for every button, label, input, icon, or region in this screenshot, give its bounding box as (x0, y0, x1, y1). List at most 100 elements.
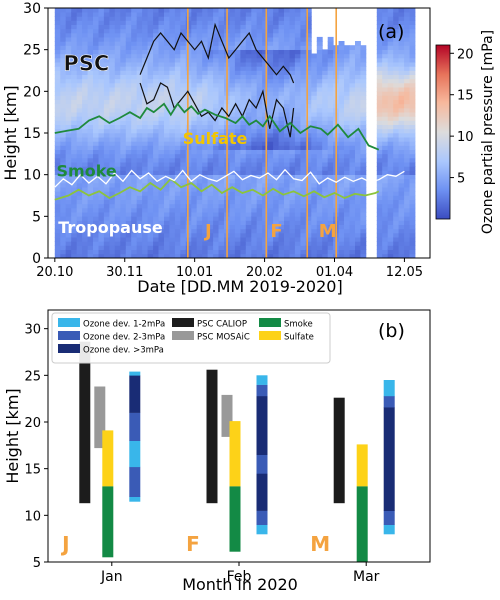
heatmap-cell (289, 124, 296, 130)
heatmap-cell (153, 78, 159, 84)
heatmap-cell (202, 78, 209, 84)
heatmap-cell (273, 195, 279, 200)
heatmap-cell (180, 182, 187, 188)
heatmap-cell (404, 207, 410, 213)
heatmap-cell (294, 136, 301, 142)
heatmap-cell (218, 245, 225, 250)
heatmap-cell (278, 149, 285, 155)
heatmap-cell (289, 36, 296, 42)
heatmap-cell (109, 216, 116, 221)
heatmap-cell (284, 249, 290, 255)
heatmap-cell (273, 36, 279, 42)
heatmap-cell (136, 245, 143, 250)
heatmap-cell (229, 232, 236, 238)
heatmap-cell (398, 249, 405, 255)
heatmap-cell (191, 232, 198, 238)
x-tick-label: 20.10 (36, 265, 73, 280)
heatmap-cell (344, 53, 350, 59)
heatmap-cell (76, 116, 83, 121)
heatmap-cell (387, 111, 394, 117)
heatmap-cell (54, 86, 61, 92)
heatmap-cell (305, 149, 312, 155)
heatmap-cell (355, 61, 361, 67)
heatmap-cell (382, 49, 389, 55)
heatmap-cell (240, 16, 247, 21)
heatmap-cell (267, 161, 274, 167)
heatmap-cell (278, 116, 285, 121)
heatmap-cell (191, 145, 198, 150)
heatmap-cell (305, 45, 312, 50)
heatmap-cell (82, 232, 88, 238)
heatmap-cell (294, 241, 301, 246)
heatmap-cell (109, 86, 116, 92)
heatmap-cell (218, 157, 225, 163)
heatmap-cell (316, 107, 323, 113)
heatmap-cell (376, 178, 383, 184)
heatmap-cell (147, 41, 154, 46)
heatmap-cell (393, 220, 400, 225)
heatmap-cell (202, 45, 209, 50)
heatmap-cell (327, 157, 334, 163)
heatmap-cell (234, 195, 241, 200)
heatmap-cell (240, 186, 247, 192)
heatmap-cell (82, 8, 88, 13)
heatmap-cell (136, 211, 143, 217)
heatmap-cell (153, 170, 159, 175)
heatmap-cell (355, 236, 361, 242)
heatmap-cell (71, 241, 78, 246)
heatmap-cell (305, 107, 312, 113)
heatmap-cell (327, 111, 334, 117)
heatmap-cell (398, 149, 405, 155)
heatmap-cell (131, 228, 138, 234)
heatmap-cell (322, 245, 329, 250)
heatmap-cell (136, 241, 143, 246)
heatmap-cell (327, 253, 334, 258)
heatmap-cell (398, 182, 405, 188)
heatmap-cell (153, 191, 159, 196)
heatmap-cell (300, 49, 307, 55)
heatmap-cell (404, 166, 410, 171)
heatmap-cell (245, 95, 252, 100)
heatmap-cell (300, 236, 307, 242)
heatmap-cell (278, 111, 285, 117)
heatmap-cell (54, 78, 61, 84)
heatmap-cell (398, 11, 405, 17)
heatmap-cell (158, 157, 165, 163)
heatmap-cell (153, 128, 159, 134)
heatmap-cell (109, 99, 116, 105)
heatmap-cell (191, 78, 198, 84)
heatmap-cell (355, 166, 361, 171)
heatmap-cell (142, 120, 148, 125)
heatmap-cell (267, 45, 274, 50)
heatmap-cell (387, 66, 394, 71)
heatmap-cell (131, 128, 138, 134)
heatmap-cell (93, 182, 99, 188)
heatmap-cell (71, 124, 78, 130)
heatmap-cell (196, 161, 203, 167)
heatmap-cell (245, 16, 252, 21)
heatmap-cell (103, 57, 110, 63)
heatmap-cell (311, 241, 318, 246)
heatmap-cell (229, 70, 236, 75)
heatmap-cell (338, 203, 345, 209)
heatmap-cell (153, 145, 159, 150)
heatmap-cell (376, 149, 383, 155)
heatmap-cell (344, 120, 350, 125)
heatmap-cell (71, 24, 78, 30)
panel-a-ylabel: Height [km] (1, 85, 20, 180)
heatmap-cell (256, 66, 263, 71)
heatmap-cell (338, 178, 345, 184)
heatmap-cell (273, 145, 279, 150)
heatmap-cell (202, 166, 209, 171)
heatmap-cell (87, 232, 94, 238)
heatmap-cell (180, 111, 187, 117)
heatmap-cell (240, 74, 247, 80)
heatmap-cell (180, 141, 187, 146)
heatmap-cell (278, 245, 285, 250)
heatmap-cell (398, 24, 405, 30)
heatmap-cell (251, 24, 258, 30)
heatmap-cell (114, 136, 121, 142)
heatmap-cell (109, 174, 116, 180)
heatmap-cell (393, 145, 400, 150)
heatmap-cell (338, 103, 345, 109)
